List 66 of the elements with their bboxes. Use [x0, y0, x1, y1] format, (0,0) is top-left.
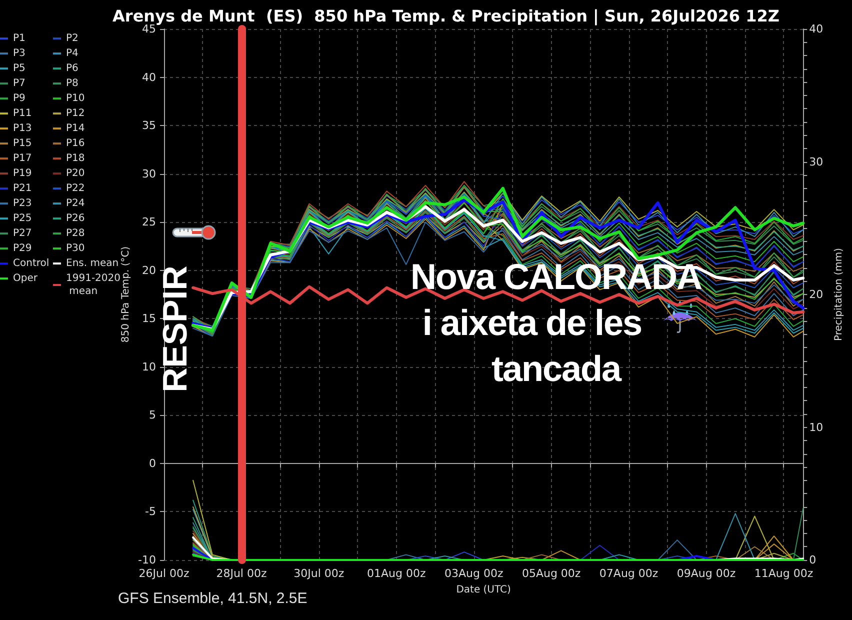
y-tick-label: 20: [142, 264, 156, 277]
legend-label: 1991-2020 mean: [66, 273, 121, 297]
legend-label: P22: [66, 183, 85, 194]
y2-axis-title: Precipitation (mm): [834, 248, 844, 341]
legend-label: P21: [13, 183, 32, 194]
legend-label: P4: [66, 48, 78, 59]
legend-label: P19: [13, 168, 32, 179]
annotation: RESPIR: [156, 266, 194, 392]
y-tick-label: 40: [142, 70, 156, 84]
legend-label: P7: [13, 78, 26, 89]
legend-label: P2: [66, 33, 78, 44]
legend-label: P10: [66, 93, 85, 104]
legend-label: P17: [13, 153, 32, 164]
y-tick-label: 15: [142, 312, 156, 326]
y-tick-label: -10: [138, 554, 156, 566]
legend-label: P11: [13, 108, 32, 119]
y2-tick-label: 30: [809, 155, 824, 168]
legend-label: Oper: [13, 273, 38, 284]
legend-label: P27: [13, 228, 32, 239]
y2-tick-label: 10: [809, 420, 824, 434]
legend-label: P15: [13, 138, 32, 149]
legend-label: P6: [66, 63, 78, 74]
x-tick-label: 03Aug 00z: [444, 567, 504, 580]
y-tick-label: 30: [142, 167, 156, 180]
legend-label: P1: [13, 33, 26, 44]
legend-label: P14: [66, 123, 85, 134]
legend-label: P23: [13, 198, 32, 209]
x-axis-title: Date (UTC): [456, 584, 511, 596]
legend-label: P26: [66, 213, 85, 224]
x-tick-label: 30Jul 00z: [294, 567, 344, 580]
legend-label: Control: [13, 258, 50, 269]
legend-label: P3: [13, 48, 26, 59]
y2-tick-label: 20: [809, 288, 824, 301]
y2-tick-label: 0: [809, 554, 816, 566]
legend-label: P20: [66, 168, 85, 179]
legend-label: P28: [66, 228, 85, 239]
x-tick-label: 28Jul 00z: [216, 567, 267, 580]
legend-label: P24: [66, 198, 85, 209]
y-tick-label: 0: [149, 456, 156, 470]
y-tick-label: 10: [142, 360, 156, 374]
y-tick-label: 45: [142, 22, 156, 36]
legend-label: P8: [66, 78, 78, 89]
x-tick-label: 05Aug 00z: [522, 567, 581, 580]
legend-label: P18: [66, 153, 85, 164]
y-tick-label: 35: [142, 119, 156, 132]
y2-tick-label: 40: [809, 22, 824, 36]
legend-label: P9: [13, 93, 26, 104]
x-tick-label: 26Jul 00z: [138, 567, 190, 580]
legend-label: P30: [66, 243, 85, 254]
y-tick-label: 5: [149, 408, 156, 422]
x-tick-label: 11Aug 00z: [754, 567, 814, 580]
y-axis-title: 850 hPa Temp. (°C): [120, 246, 132, 343]
x-tick-label: 07Aug 00z: [599, 567, 658, 580]
y-tick-label: 25: [142, 216, 156, 229]
legend-label: P16: [66, 138, 85, 149]
x-tick-label: 09Aug 00z: [676, 567, 736, 580]
legend-label: P5: [13, 63, 26, 74]
legend-label: P13: [13, 123, 32, 134]
chart-title: Arenys de Munt (ES) 850 hPa Temp. & Precipitation | Sun, 26Jul2026 12Z: [112, 6, 780, 26]
legend-label: P29: [13, 243, 32, 254]
legend-label: Ens. mean: [66, 258, 119, 269]
legend-label: P12: [66, 108, 85, 119]
text: GFS Ensemble, 41.5N, 2.5E: [118, 590, 308, 607]
legend-label: P25: [13, 213, 32, 224]
x-tick-label: 01Aug 00z: [367, 567, 426, 580]
y-tick-label: -5: [145, 505, 156, 518]
